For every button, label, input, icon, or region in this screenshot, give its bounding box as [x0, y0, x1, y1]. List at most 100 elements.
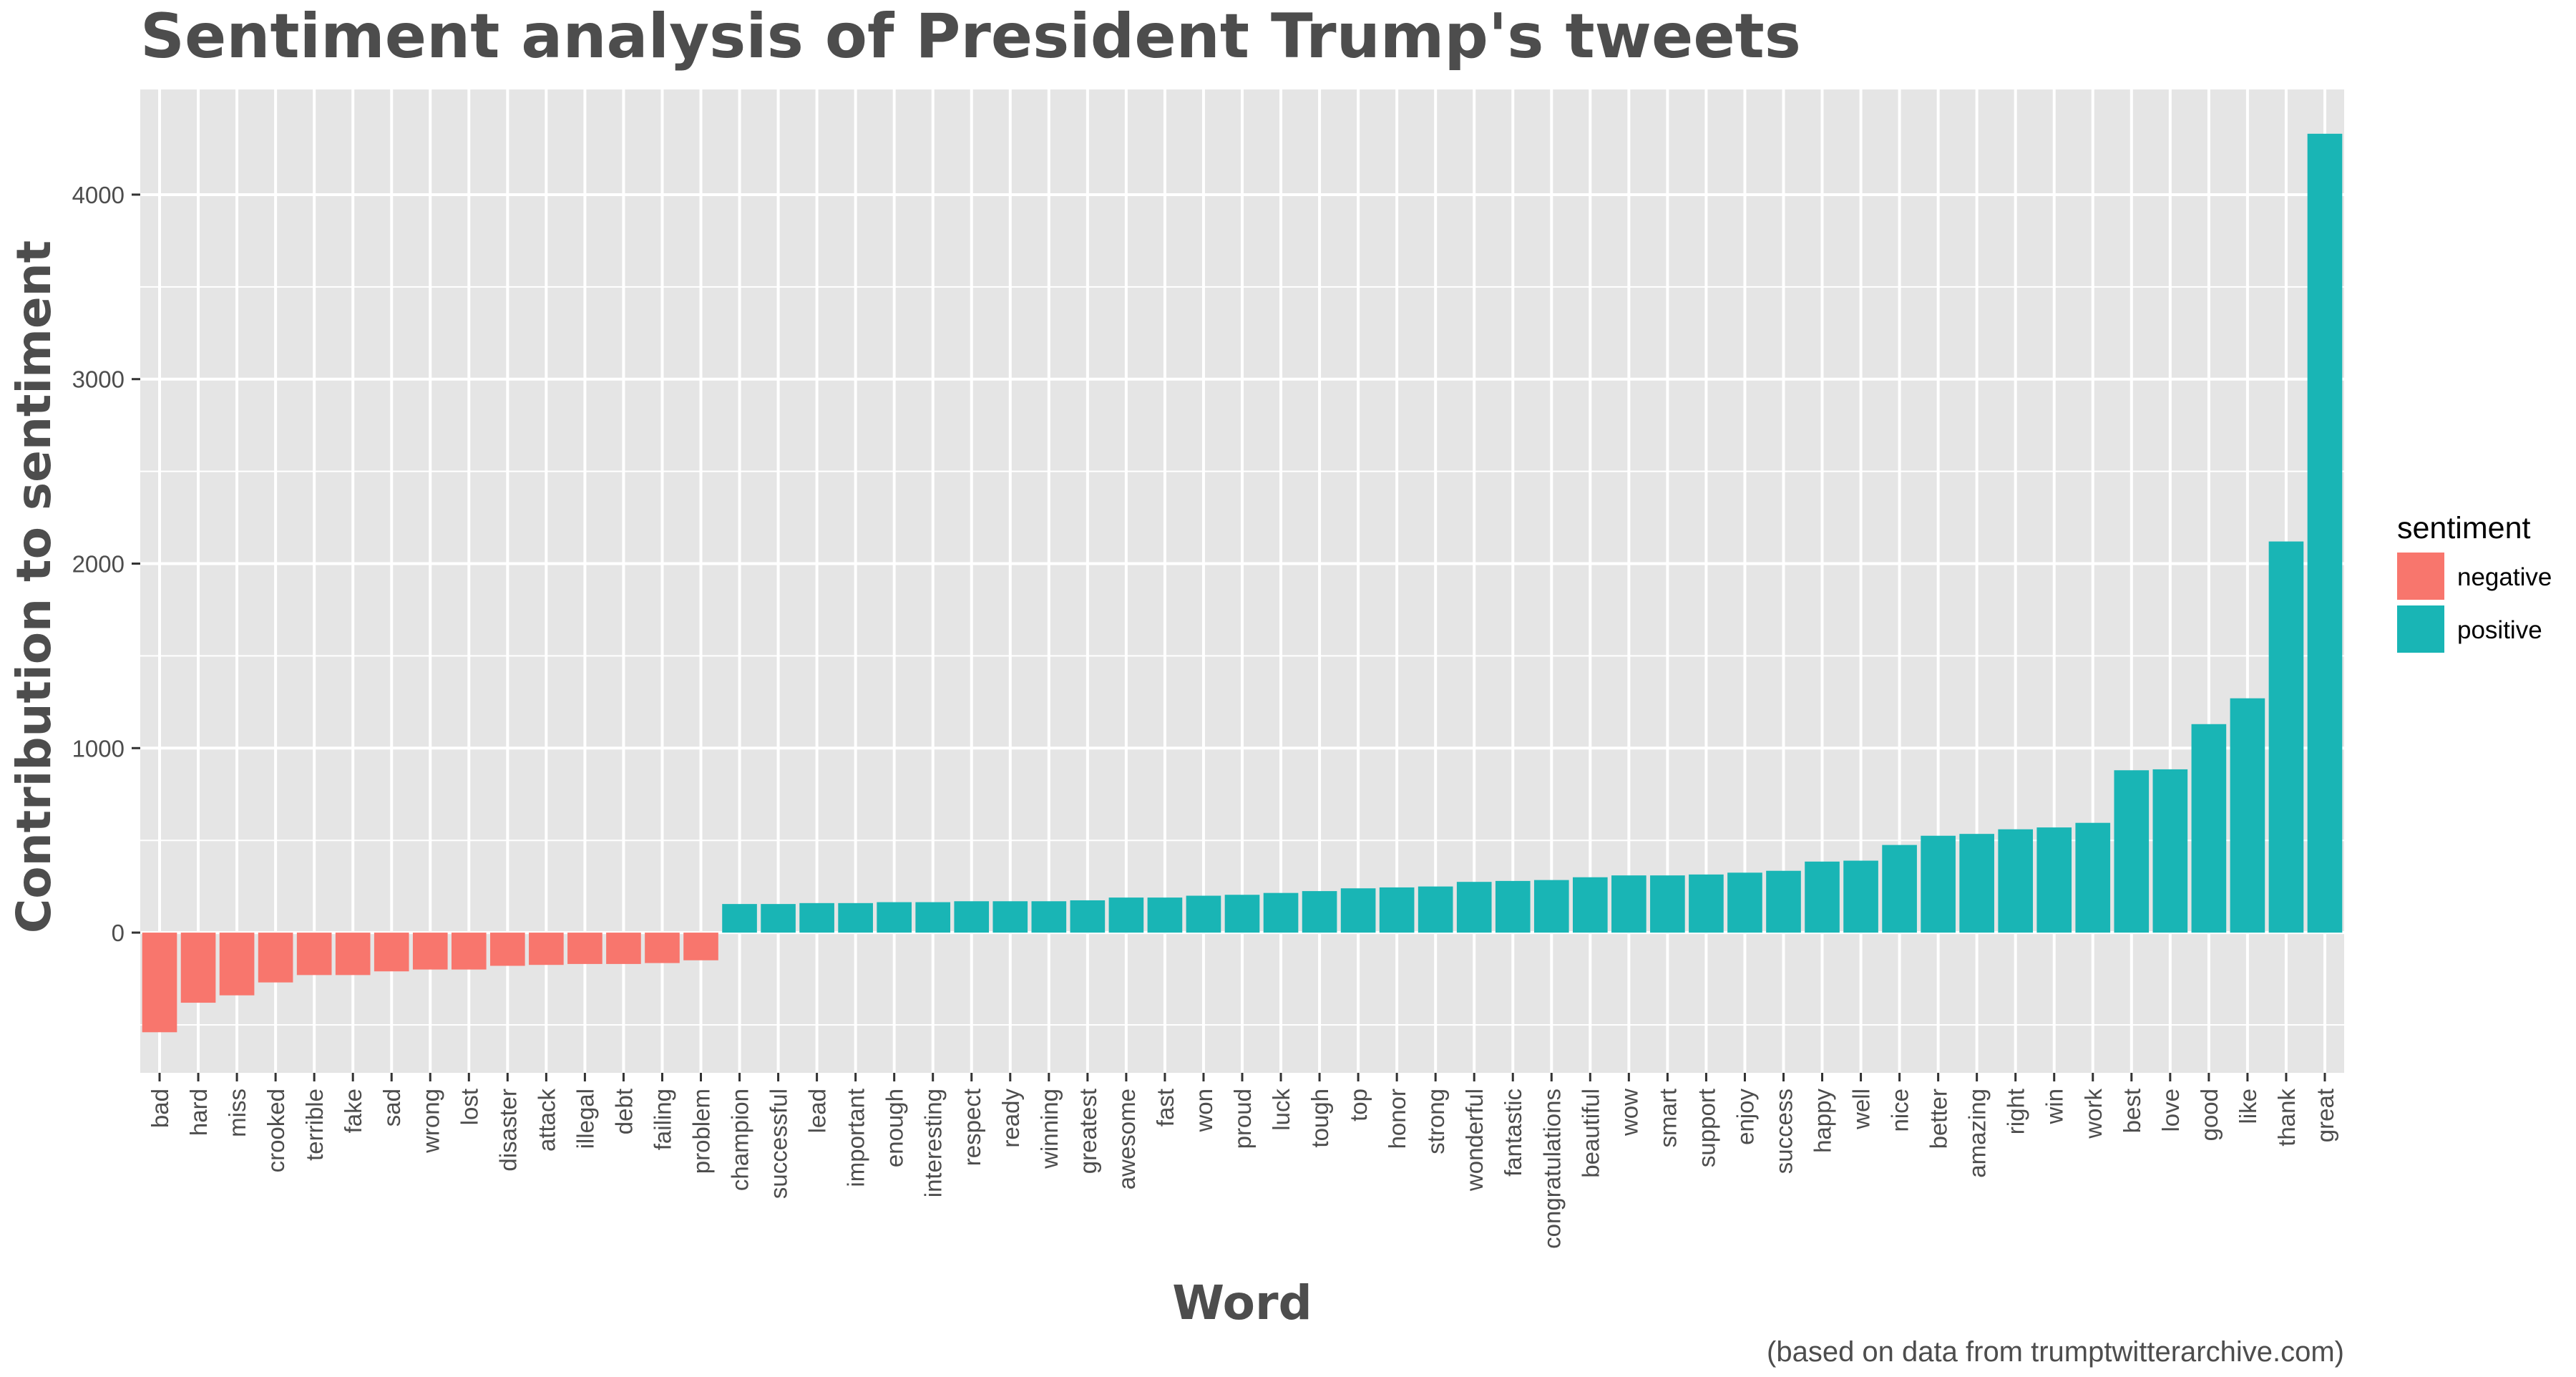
bar-support — [1689, 874, 1724, 933]
x-tick-label: like — [2235, 1089, 2261, 1124]
x-tick-label: proud — [1229, 1089, 1256, 1149]
x-tick-label: champion — [727, 1089, 753, 1191]
x-tick-label: love — [2157, 1089, 2184, 1132]
y-tick-label: 2000 — [72, 551, 125, 578]
y-tick-label: 4000 — [72, 182, 125, 208]
x-tick-label: beautiful — [1577, 1089, 1604, 1178]
x-tick-label: problem — [688, 1089, 715, 1174]
bar-win — [2036, 827, 2072, 933]
bar-love — [2152, 769, 2188, 933]
bar-important — [838, 902, 873, 933]
bar-wonderful — [1456, 882, 1492, 933]
bar-lost — [451, 933, 487, 970]
x-tick-label: enough — [882, 1089, 908, 1167]
bar-failing — [645, 933, 680, 963]
y-tick-label: 1000 — [72, 735, 125, 762]
x-tick-label: debt — [610, 1089, 637, 1134]
bar-strong — [1418, 886, 1453, 933]
bar-terrible — [296, 933, 332, 975]
x-tick-label: well — [1848, 1089, 1875, 1130]
x-tick-label: winning — [1036, 1089, 1063, 1169]
x-tick-label: nice — [1887, 1089, 1913, 1132]
bar-better — [1921, 835, 1956, 933]
bar-lead — [799, 902, 834, 933]
x-tick-label: bad — [147, 1089, 173, 1128]
x-tick-label: crooked — [263, 1089, 289, 1172]
legend-swatch-negative — [2397, 553, 2444, 600]
bar-best — [2114, 770, 2150, 933]
y-tick-label: 3000 — [72, 366, 125, 393]
bar-fantastic — [1495, 880, 1531, 933]
bar-won — [1186, 895, 1221, 933]
bar-hard — [180, 933, 216, 1003]
x-tick-label: strong — [1423, 1089, 1449, 1154]
legend: sentiment negative positive — [2397, 511, 2552, 653]
x-tick-label: thank — [2273, 1089, 2300, 1147]
bar-problem — [683, 933, 718, 960]
x-tick-label: honor — [1384, 1089, 1410, 1149]
bar-respect — [954, 901, 990, 933]
x-tick-label: better — [1926, 1089, 1952, 1149]
bar-interesting — [915, 902, 951, 933]
bar-beautiful — [1573, 877, 1608, 933]
x-tick-label: won — [1191, 1089, 1217, 1133]
x-tick-label: work — [2080, 1089, 2107, 1139]
legend-swatch-positive — [2397, 605, 2444, 653]
x-tick-label: disaster — [494, 1089, 521, 1172]
bar-amazing — [1959, 834, 1994, 933]
x-tick-label: miss — [224, 1089, 250, 1137]
bar-sad — [374, 933, 409, 972]
x-tick-label: fake — [340, 1089, 366, 1133]
bar-great — [2307, 133, 2343, 933]
bar-awesome — [1108, 897, 1144, 933]
legend-label-negative: negative — [2457, 563, 2552, 591]
bar-ready — [992, 901, 1028, 933]
bar-nice — [1882, 845, 1917, 933]
x-tick-label: wonderful — [1461, 1089, 1488, 1192]
x-tick-label: successful — [766, 1089, 792, 1199]
x-tick-label: success — [1770, 1089, 1797, 1174]
x-axis: bad hard miss crooked terrible fake sad wrong lo… — [147, 1073, 2338, 1249]
bar-champion — [722, 904, 757, 933]
x-axis-title: Word — [1172, 1275, 1312, 1330]
bar-attack — [529, 933, 564, 965]
x-tick-label: attack — [533, 1089, 560, 1152]
x-tick-label: good — [2196, 1089, 2223, 1141]
x-tick-label: congratulations — [1538, 1089, 1565, 1249]
x-tick-label: terrible — [301, 1089, 328, 1161]
x-tick-label: fantastic — [1500, 1089, 1526, 1177]
x-tick-label: amazing — [1964, 1089, 1991, 1178]
bar-winning — [1031, 901, 1067, 933]
bar-thank — [2268, 541, 2304, 933]
x-tick-label: tough — [1307, 1089, 1333, 1148]
x-tick-label: best — [2119, 1089, 2145, 1133]
bar-like — [2230, 698, 2265, 933]
x-tick-label: win — [2041, 1089, 2068, 1125]
plot-panel — [140, 89, 2344, 1073]
bar-work — [2075, 822, 2111, 933]
bar-enjoy — [1727, 872, 1762, 933]
x-tick-label: failing — [649, 1089, 675, 1150]
bar-bad — [142, 933, 177, 1033]
x-tick-label: lead — [804, 1089, 831, 1133]
y-axis-title: Contribution to sentiment — [6, 240, 62, 933]
bar-success — [1766, 870, 1801, 933]
x-tick-label: sad — [379, 1089, 405, 1127]
x-tick-label: happy — [1810, 1089, 1836, 1153]
x-tick-label: hard — [185, 1089, 212, 1136]
x-tick-label: fast — [1152, 1089, 1179, 1127]
y-tick-label: 0 — [112, 920, 125, 946]
bar-crooked — [258, 933, 293, 983]
bar-congratulations — [1533, 880, 1569, 933]
x-tick-label: interesting — [920, 1089, 947, 1197]
bar-smart — [1650, 875, 1685, 933]
x-tick-label: lost — [456, 1089, 482, 1125]
x-tick-label: ready — [997, 1089, 1024, 1148]
x-tick-label: enjoy — [1732, 1089, 1758, 1145]
x-tick-label: great — [2312, 1089, 2338, 1142]
y-axis: 0 1000 2000 3000 4000 — [72, 182, 140, 946]
legend-label-positive: positive — [2457, 616, 2542, 644]
bar-top — [1340, 888, 1376, 933]
bar-wrong — [412, 933, 448, 970]
